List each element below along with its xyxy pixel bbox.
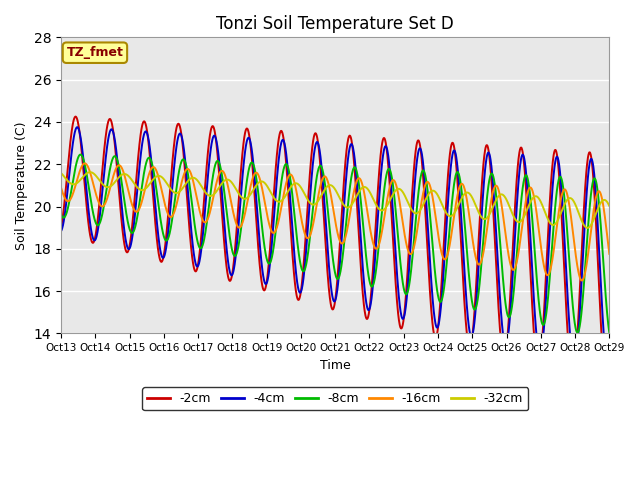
-16cm (85, 167, 93, 173)
-2cm (603, 383, 611, 388)
-32cm (310, 202, 317, 207)
-16cm (578, 277, 586, 283)
-16cm (590, 205, 598, 211)
-32cm (590, 216, 598, 222)
-8cm (57, 211, 65, 217)
-4cm (590, 167, 598, 172)
-4cm (589, 164, 597, 170)
-32cm (85, 169, 93, 175)
-16cm (57, 185, 65, 191)
-4cm (310, 156, 317, 162)
Line: -16cm: -16cm (61, 163, 609, 280)
-8cm (489, 173, 497, 179)
-2cm (605, 371, 613, 376)
-16cm (590, 207, 598, 213)
-2cm (324, 275, 332, 281)
-8cm (590, 176, 598, 182)
Line: -2cm: -2cm (61, 117, 609, 385)
-16cm (81, 160, 89, 166)
-4cm (74, 124, 81, 130)
-32cm (324, 183, 332, 189)
-16cm (489, 189, 497, 194)
Text: TZ_fmet: TZ_fmet (67, 46, 124, 59)
Line: -4cm: -4cm (61, 127, 609, 371)
-8cm (573, 330, 581, 336)
-8cm (590, 176, 598, 181)
-8cm (77, 152, 84, 157)
-8cm (605, 330, 613, 336)
-16cm (605, 251, 613, 257)
-4cm (489, 181, 497, 187)
-32cm (590, 216, 598, 222)
-4cm (605, 367, 613, 373)
-16cm (310, 220, 317, 226)
-4cm (324, 250, 332, 255)
-4cm (57, 228, 65, 234)
-2cm (310, 136, 317, 142)
-32cm (57, 170, 65, 176)
Line: -32cm: -32cm (61, 172, 609, 228)
-32cm (489, 204, 497, 210)
Line: -8cm: -8cm (61, 155, 609, 333)
-2cm (589, 176, 597, 182)
Title: Tonzi Soil Temperature Set D: Tonzi Soil Temperature Set D (216, 15, 454, 33)
-4cm (85, 214, 93, 219)
-2cm (590, 180, 598, 186)
-4cm (605, 368, 612, 374)
-2cm (85, 227, 93, 233)
-8cm (310, 201, 317, 207)
-8cm (85, 188, 93, 193)
Legend: -2cm, -4cm, -8cm, -16cm, -32cm: -2cm, -4cm, -8cm, -16cm, -32cm (142, 387, 528, 410)
-8cm (324, 208, 332, 214)
X-axis label: Time: Time (320, 359, 351, 372)
-16cm (324, 179, 332, 185)
Y-axis label: Soil Temperature (C): Soil Temperature (C) (15, 121, 28, 250)
-2cm (57, 225, 65, 230)
-32cm (86, 169, 94, 175)
-2cm (72, 114, 79, 120)
-32cm (584, 225, 591, 231)
-2cm (489, 203, 497, 209)
-32cm (605, 203, 613, 209)
